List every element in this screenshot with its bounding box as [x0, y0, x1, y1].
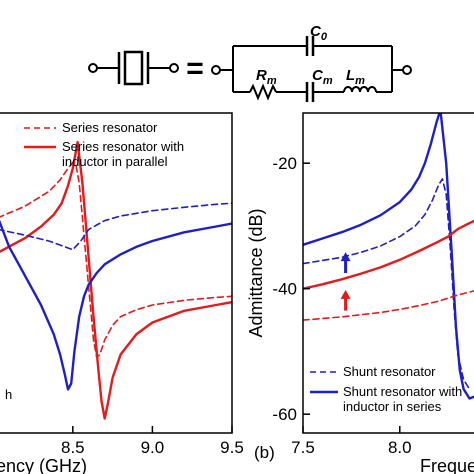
arrows-b — [340, 252, 351, 311]
series-line-a-1 — [0, 140, 232, 420]
y-tick-label-b-1: -40 — [272, 280, 297, 299]
x-tick-label-a-2: 9.5 — [220, 438, 244, 457]
y-axis-title-b: Admittance (dB) — [246, 208, 266, 337]
legend-b: Shunt resonator Shunt resonator with ind… — [310, 364, 462, 414]
y-tick-label-b-0: -20 — [272, 154, 297, 173]
plot-area-a: 8.5 9.0 9.5 — [0, 112, 244, 457]
lm-label: Lm — [346, 67, 365, 87]
shift-arrow-head-0 — [340, 252, 351, 262]
crystal-resonator-symbol — [88, 50, 179, 86]
x-axis-title-a: ency (GHz) — [0, 456, 87, 474]
series-line-b-3 — [303, 219, 474, 290]
panel-label-b: (b) — [254, 443, 275, 462]
legend-a-entry-2-line2: inductor in parallel — [62, 154, 168, 169]
ticks-b: 7.5 8.0 -20 -40 -60 — [272, 154, 411, 457]
shift-arrow-head-1 — [340, 289, 351, 299]
rlc-network — [211, 36, 412, 102]
legend-b-entry-2-line1: Shunt resonator with — [343, 384, 462, 399]
series-line-b-1 — [303, 113, 474, 400]
series-group-b — [303, 113, 474, 400]
equivalent-circuit: = C0 Rm — [88, 23, 412, 102]
x-tick-label-b-1: 8.0 — [388, 438, 412, 457]
equals-sign: = — [186, 52, 204, 85]
plot-frame-b — [302, 112, 474, 434]
legend-a: Series resonator Series resonator with i… — [24, 120, 184, 169]
legend-b-entry-2-line2: inductor in series — [343, 399, 442, 414]
legend-a-entry-1: Series resonator — [62, 120, 158, 135]
x-tick-label-b-0: 7.5 — [291, 438, 315, 457]
plot-area-b: 7.5 8.0 -20 -40 -60 — [272, 112, 474, 457]
x-ticks-a: 8.5 9.0 9.5 — [61, 426, 244, 457]
series-line-a-2 — [0, 202, 232, 251]
plot-frame-a — [0, 112, 233, 434]
chart-panel-b: 7.5 8.0 -20 -40 -60 Shunt resonator Shunt re… — [246, 112, 474, 474]
cm-label: Cm — [312, 67, 333, 87]
x-tick-label-a-1: 9.0 — [141, 438, 165, 457]
chart-panel-a: 8.5 9.0 9.5 Series resonator Series resona… — [0, 112, 244, 474]
legend-a-entry-2-line1: Series resonator with — [62, 139, 184, 154]
y-tick-label-b-2: -60 — [272, 405, 297, 424]
series-line-b-2 — [303, 290, 474, 321]
series-group-a — [0, 140, 232, 420]
series-line-a-3 — [0, 219, 232, 391]
rm-label: Rm — [256, 67, 277, 87]
legend-b-entry-1: Shunt resonator — [343, 364, 436, 379]
x-tick-label-a-0: 8.5 — [61, 438, 85, 457]
x-axis-title-b: Freque — [420, 456, 474, 474]
series-line-a-0 — [0, 161, 232, 359]
c0-label: C0 — [310, 23, 328, 43]
stray-legend-fragment: h — [5, 387, 12, 402]
